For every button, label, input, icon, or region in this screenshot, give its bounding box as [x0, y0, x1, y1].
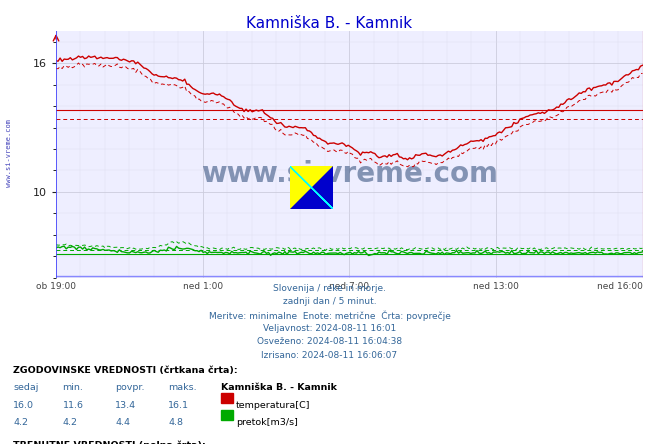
Text: maks.: maks.: [168, 383, 196, 392]
Text: Meritve: minimalne  Enote: metrične  Črta: povprečje: Meritve: minimalne Enote: metrične Črta:…: [208, 311, 451, 321]
Text: 16.1: 16.1: [168, 401, 189, 410]
Text: 16.0: 16.0: [13, 401, 34, 410]
Text: www.si-vreme.com: www.si-vreme.com: [5, 119, 12, 187]
Polygon shape: [290, 166, 333, 209]
Text: ned 13:00: ned 13:00: [473, 282, 519, 291]
Text: pretok[m3/s]: pretok[m3/s]: [236, 418, 298, 427]
Text: 13.4: 13.4: [115, 401, 136, 410]
Text: ob 19:00: ob 19:00: [36, 282, 76, 291]
Text: min.: min.: [63, 383, 84, 392]
Text: ned 16:00: ned 16:00: [596, 282, 643, 291]
Text: Izrisano: 2024-08-11 16:06:07: Izrisano: 2024-08-11 16:06:07: [262, 351, 397, 360]
Polygon shape: [290, 166, 333, 209]
Text: 4.4: 4.4: [115, 418, 130, 427]
Text: ned 1:00: ned 1:00: [183, 282, 223, 291]
Text: 11.6: 11.6: [63, 401, 84, 410]
Text: 4.8: 4.8: [168, 418, 183, 427]
Text: www.si-vreme.com: www.si-vreme.com: [201, 160, 498, 188]
Text: 4.2: 4.2: [63, 418, 78, 427]
Text: sedaj: sedaj: [13, 383, 39, 392]
Polygon shape: [290, 166, 333, 209]
Text: Slovenija / reke in morje.: Slovenija / reke in morje.: [273, 284, 386, 293]
Text: povpr.: povpr.: [115, 383, 145, 392]
Text: Kamniška B. - Kamnik: Kamniška B. - Kamnik: [221, 383, 337, 392]
Text: Veljavnost: 2024-08-11 16:01: Veljavnost: 2024-08-11 16:01: [263, 324, 396, 333]
Text: TRENUTNE VREDNOSTI (polna črta):: TRENUTNE VREDNOSTI (polna črta):: [13, 440, 206, 444]
Text: ned 7:00: ned 7:00: [330, 282, 369, 291]
Text: 4.2: 4.2: [13, 418, 28, 427]
Text: temperatura[C]: temperatura[C]: [236, 401, 310, 410]
Text: zadnji dan / 5 minut.: zadnji dan / 5 minut.: [283, 297, 376, 306]
Text: Osveženo: 2024-08-11 16:04:38: Osveženo: 2024-08-11 16:04:38: [257, 337, 402, 346]
Text: Kamniška B. - Kamnik: Kamniška B. - Kamnik: [246, 16, 413, 31]
Text: ZGODOVINSKE VREDNOSTI (črtkana črta):: ZGODOVINSKE VREDNOSTI (črtkana črta):: [13, 366, 238, 375]
